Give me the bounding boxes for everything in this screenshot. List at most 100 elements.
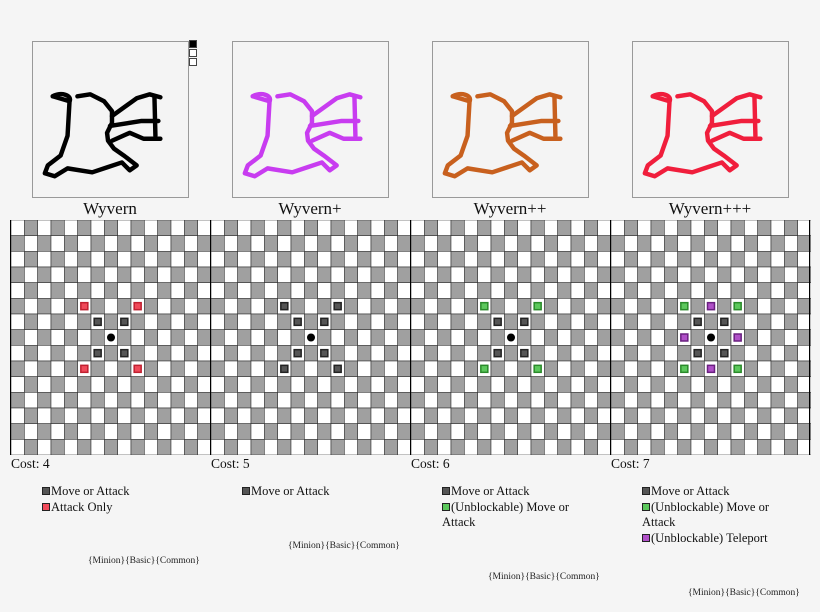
grid-cell: [197, 376, 211, 393]
grid-cell: [770, 282, 785, 299]
grid-cell: [384, 407, 398, 424]
green-move-marker: [480, 301, 489, 311]
grid-cell: [611, 376, 625, 393]
grid-cell: [664, 439, 678, 455]
grid-cell: [170, 251, 185, 268]
grid-cell: [264, 251, 278, 268]
grid-cell: [517, 376, 532, 393]
grid-cell: [211, 251, 225, 268]
grid-cell: [437, 235, 452, 252]
dark-move-marker: [333, 301, 342, 311]
grid-cell: [224, 298, 238, 315]
black-color-swatch[interactable]: [189, 40, 197, 48]
grid-cell: [64, 345, 78, 362]
grid-cell: [424, 251, 438, 268]
green-move-marker: [733, 301, 742, 311]
grid-cell: [397, 266, 411, 283]
grid-cell: [730, 266, 745, 283]
grid-cell: [757, 345, 772, 362]
grid-cell: [104, 360, 118, 377]
grid-cell: [304, 298, 318, 315]
grid-cell: [450, 376, 465, 393]
grid-cell: [264, 407, 278, 424]
grid-cell: [450, 360, 465, 377]
grid-cell: [530, 345, 545, 362]
grid-cell: [264, 360, 278, 377]
grid-cell: [50, 266, 65, 283]
grid-cell: [584, 392, 598, 409]
grid-cell: [690, 439, 705, 455]
grid-cell: [384, 376, 398, 393]
grid-cell: [704, 423, 718, 440]
grid-cell: [464, 360, 478, 377]
grid-cell: [11, 329, 25, 346]
eraser-icon[interactable]: [189, 58, 197, 66]
grid-cell: [424, 423, 438, 440]
wyvern-drawing: [632, 41, 789, 198]
grid-cell: [397, 251, 411, 268]
grid-cell: [304, 313, 318, 330]
grid-cell: [411, 407, 425, 424]
grid-cell: [357, 360, 372, 377]
grid-cell: [170, 313, 185, 330]
grid-cell: [570, 329, 585, 346]
grid-cell: [744, 407, 758, 424]
grid-cell: [570, 298, 585, 315]
grid-cell: [624, 360, 638, 377]
grid-cell: [317, 235, 332, 252]
grid-cell: [211, 360, 225, 377]
grid-cell: [277, 407, 292, 424]
dark-move-marker: [333, 364, 342, 374]
grid-cell: [104, 313, 118, 330]
grid-cell: [611, 282, 625, 299]
grid-cell: [784, 407, 798, 424]
grid-cell: [557, 313, 572, 330]
grid-cell: [784, 392, 798, 409]
grid-cell: [770, 266, 785, 283]
grid-cell: [517, 423, 532, 440]
grid-cell: [757, 423, 772, 440]
grid-cell: [570, 313, 585, 330]
grid-cell: [130, 423, 145, 440]
grid-cell: [250, 360, 265, 377]
grid-cell: [504, 407, 518, 424]
grid-cell: [517, 251, 532, 268]
grid-cell: [184, 282, 198, 299]
grid-cell: [490, 360, 505, 377]
grid-cell: [117, 392, 132, 409]
grid-cell: [130, 313, 145, 330]
grid-cell: [637, 439, 652, 455]
grid-cell: [64, 235, 78, 252]
grid-cell: [144, 235, 158, 252]
dark-move-marker: [120, 317, 129, 327]
grid-cell: [704, 266, 718, 283]
green-move-marker: [480, 364, 489, 374]
grid-cell: [104, 345, 118, 362]
grid-cell: [50, 392, 65, 409]
grid-cell: [490, 407, 505, 424]
grid-cell: [490, 220, 505, 236]
dark-move-marker: [493, 348, 502, 358]
grid-cell: [744, 298, 758, 315]
grid-cell: [411, 298, 425, 315]
grid-cell: [624, 282, 638, 299]
grid-cell: [184, 220, 198, 236]
grid-cell: [130, 329, 145, 346]
grid-cell: [584, 360, 598, 377]
grid-cell: [664, 345, 678, 362]
grid-cell: [530, 423, 545, 440]
grid-cell: [450, 439, 465, 455]
grid-cell: [544, 282, 558, 299]
grid-cell: [144, 439, 158, 455]
grid-cell: [144, 313, 158, 330]
white-color-swatch[interactable]: [189, 49, 197, 57]
grid-cell: [717, 329, 732, 346]
grid-cell: [504, 220, 518, 236]
grid-cell: [250, 282, 265, 299]
grid-cell: [90, 392, 105, 409]
grid-cell: [397, 345, 411, 362]
grid-cell: [530, 392, 545, 409]
grid-cell: [730, 439, 745, 455]
grid-cell: [757, 360, 772, 377]
